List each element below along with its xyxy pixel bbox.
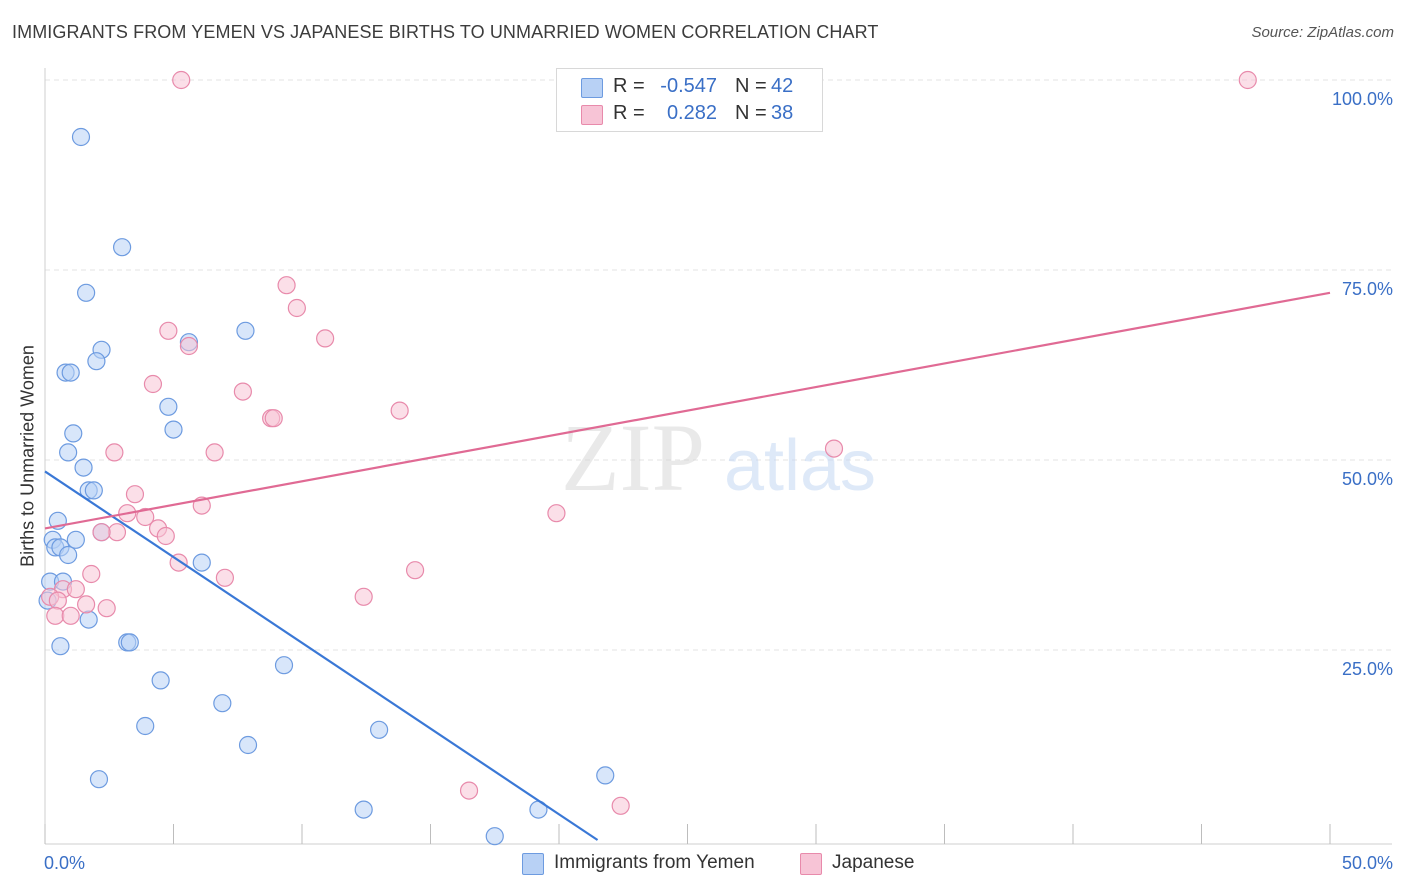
point-japanese: [172, 70, 191, 90]
point-yemen: [77, 283, 96, 302]
point-yemen: [213, 694, 232, 713]
y-tick-label: 25.0%: [1342, 659, 1393, 679]
watermark-zip: ZIP: [561, 404, 705, 511]
point-japanese: [354, 587, 373, 606]
gridlines: [45, 79, 1392, 651]
point-yemen: [120, 633, 139, 652]
point-yemen: [159, 397, 178, 416]
japanese-legend-swatch: [800, 853, 822, 875]
point-japanese: [233, 382, 252, 401]
point-yemen: [89, 770, 109, 789]
legend-label-yemen: Immigrants from Yemen: [554, 852, 755, 873]
trend-line-yemen: [44, 470, 599, 841]
point-japanese: [459, 781, 479, 800]
y-tick-label: 50.0%: [1342, 469, 1393, 489]
point-yemen: [74, 458, 93, 477]
point-yemen: [136, 716, 155, 736]
point-japanese: [277, 276, 296, 295]
point-japanese: [46, 606, 65, 625]
point-yemen: [64, 424, 83, 443]
y-tick-label: 75.0%: [1342, 279, 1393, 299]
n-value: 38: [771, 102, 794, 124]
trend-lines: [44, 291, 1331, 841]
r-label: R =: [613, 102, 645, 124]
point-yemen: [192, 553, 211, 572]
point-japanese: [611, 796, 630, 815]
point-japanese: [97, 599, 116, 618]
point-yemen: [151, 671, 170, 690]
point-japanese: [105, 443, 124, 462]
watermark: ZIP atlas: [561, 404, 876, 511]
stats-legend-row-japanese: R = 0.282 N = 38: [557, 102, 822, 128]
chart-title: IMMIGRANTS FROM YEMEN VS JAPANESE BIRTHS…: [12, 22, 879, 42]
point-japanese: [215, 568, 234, 587]
axes: [44, 68, 1392, 845]
point-japanese: [390, 401, 409, 420]
point-yemen: [274, 656, 294, 675]
n-label: N =: [735, 75, 767, 97]
point-yemen: [66, 530, 85, 549]
point-yemen: [164, 420, 183, 439]
japanese-swatch: [581, 105, 603, 125]
point-japanese: [107, 523, 127, 542]
point-yemen: [112, 238, 132, 257]
point-yemen: [87, 352, 106, 371]
point-japanese: [264, 409, 283, 428]
point-japanese: [1238, 70, 1257, 90]
point-yemen: [59, 443, 78, 462]
point-japanese: [205, 443, 224, 462]
point-yemen: [354, 800, 373, 819]
point-japanese: [125, 485, 145, 504]
point-yemen: [59, 545, 78, 565]
data-points: [38, 70, 1257, 846]
watermark-atlas: atlas: [724, 426, 876, 506]
point-japanese: [405, 561, 425, 580]
point-yemen: [236, 321, 255, 340]
point-japanese: [159, 321, 178, 340]
point-japanese: [179, 336, 199, 356]
point-japanese: [82, 564, 101, 584]
point-japanese: [92, 523, 111, 542]
point-yemen: [71, 127, 91, 147]
point-yemen: [84, 481, 103, 500]
point-yemen: [485, 827, 504, 846]
point-yemen: [79, 610, 98, 629]
point-japanese: [61, 606, 80, 625]
x-tick-label: 50.0%: [1342, 853, 1393, 873]
point-yemen: [51, 637, 70, 656]
stats-legend-row-yemen: R = -0.547 N = 42: [557, 75, 822, 101]
point-japanese: [143, 374, 163, 394]
point-yemen: [596, 766, 615, 785]
legend-label-japanese: Japanese: [832, 852, 915, 873]
r-value: -0.547: [660, 75, 717, 97]
r-value: 0.282: [666, 102, 717, 124]
n-label: N =: [735, 102, 767, 124]
tick-labels: 25.0% 50.0% 75.0% 100.0% 0.0% 50.0%: [44, 89, 1393, 873]
point-japanese: [77, 595, 96, 614]
point-japanese: [547, 504, 566, 523]
r-label: R =: [613, 75, 645, 97]
point-japanese: [287, 298, 306, 318]
y-axis-label: Births to Unmarried Women: [17, 345, 38, 567]
point-japanese: [156, 526, 175, 546]
point-yemen: [61, 363, 80, 382]
yemen-swatch: [581, 78, 603, 98]
point-yemen: [370, 720, 389, 739]
y-tick-label: 100.0%: [1332, 89, 1393, 109]
trend-line-japanese: [44, 291, 1331, 530]
n-value: 42: [771, 75, 794, 97]
point-japanese: [136, 507, 155, 527]
point-japanese: [824, 439, 844, 458]
stats-legend: R = -0.547 N = 42 R = 0.282 N = 38: [556, 68, 823, 132]
source-credit: Source: ZipAtlas.com: [1251, 24, 1394, 41]
yemen-legend-swatch: [522, 853, 544, 875]
point-japanese: [48, 591, 67, 610]
x-tick-label: 0.0%: [44, 853, 85, 873]
point-japanese: [316, 329, 335, 348]
point-yemen: [238, 735, 258, 755]
point-japanese: [66, 580, 85, 599]
